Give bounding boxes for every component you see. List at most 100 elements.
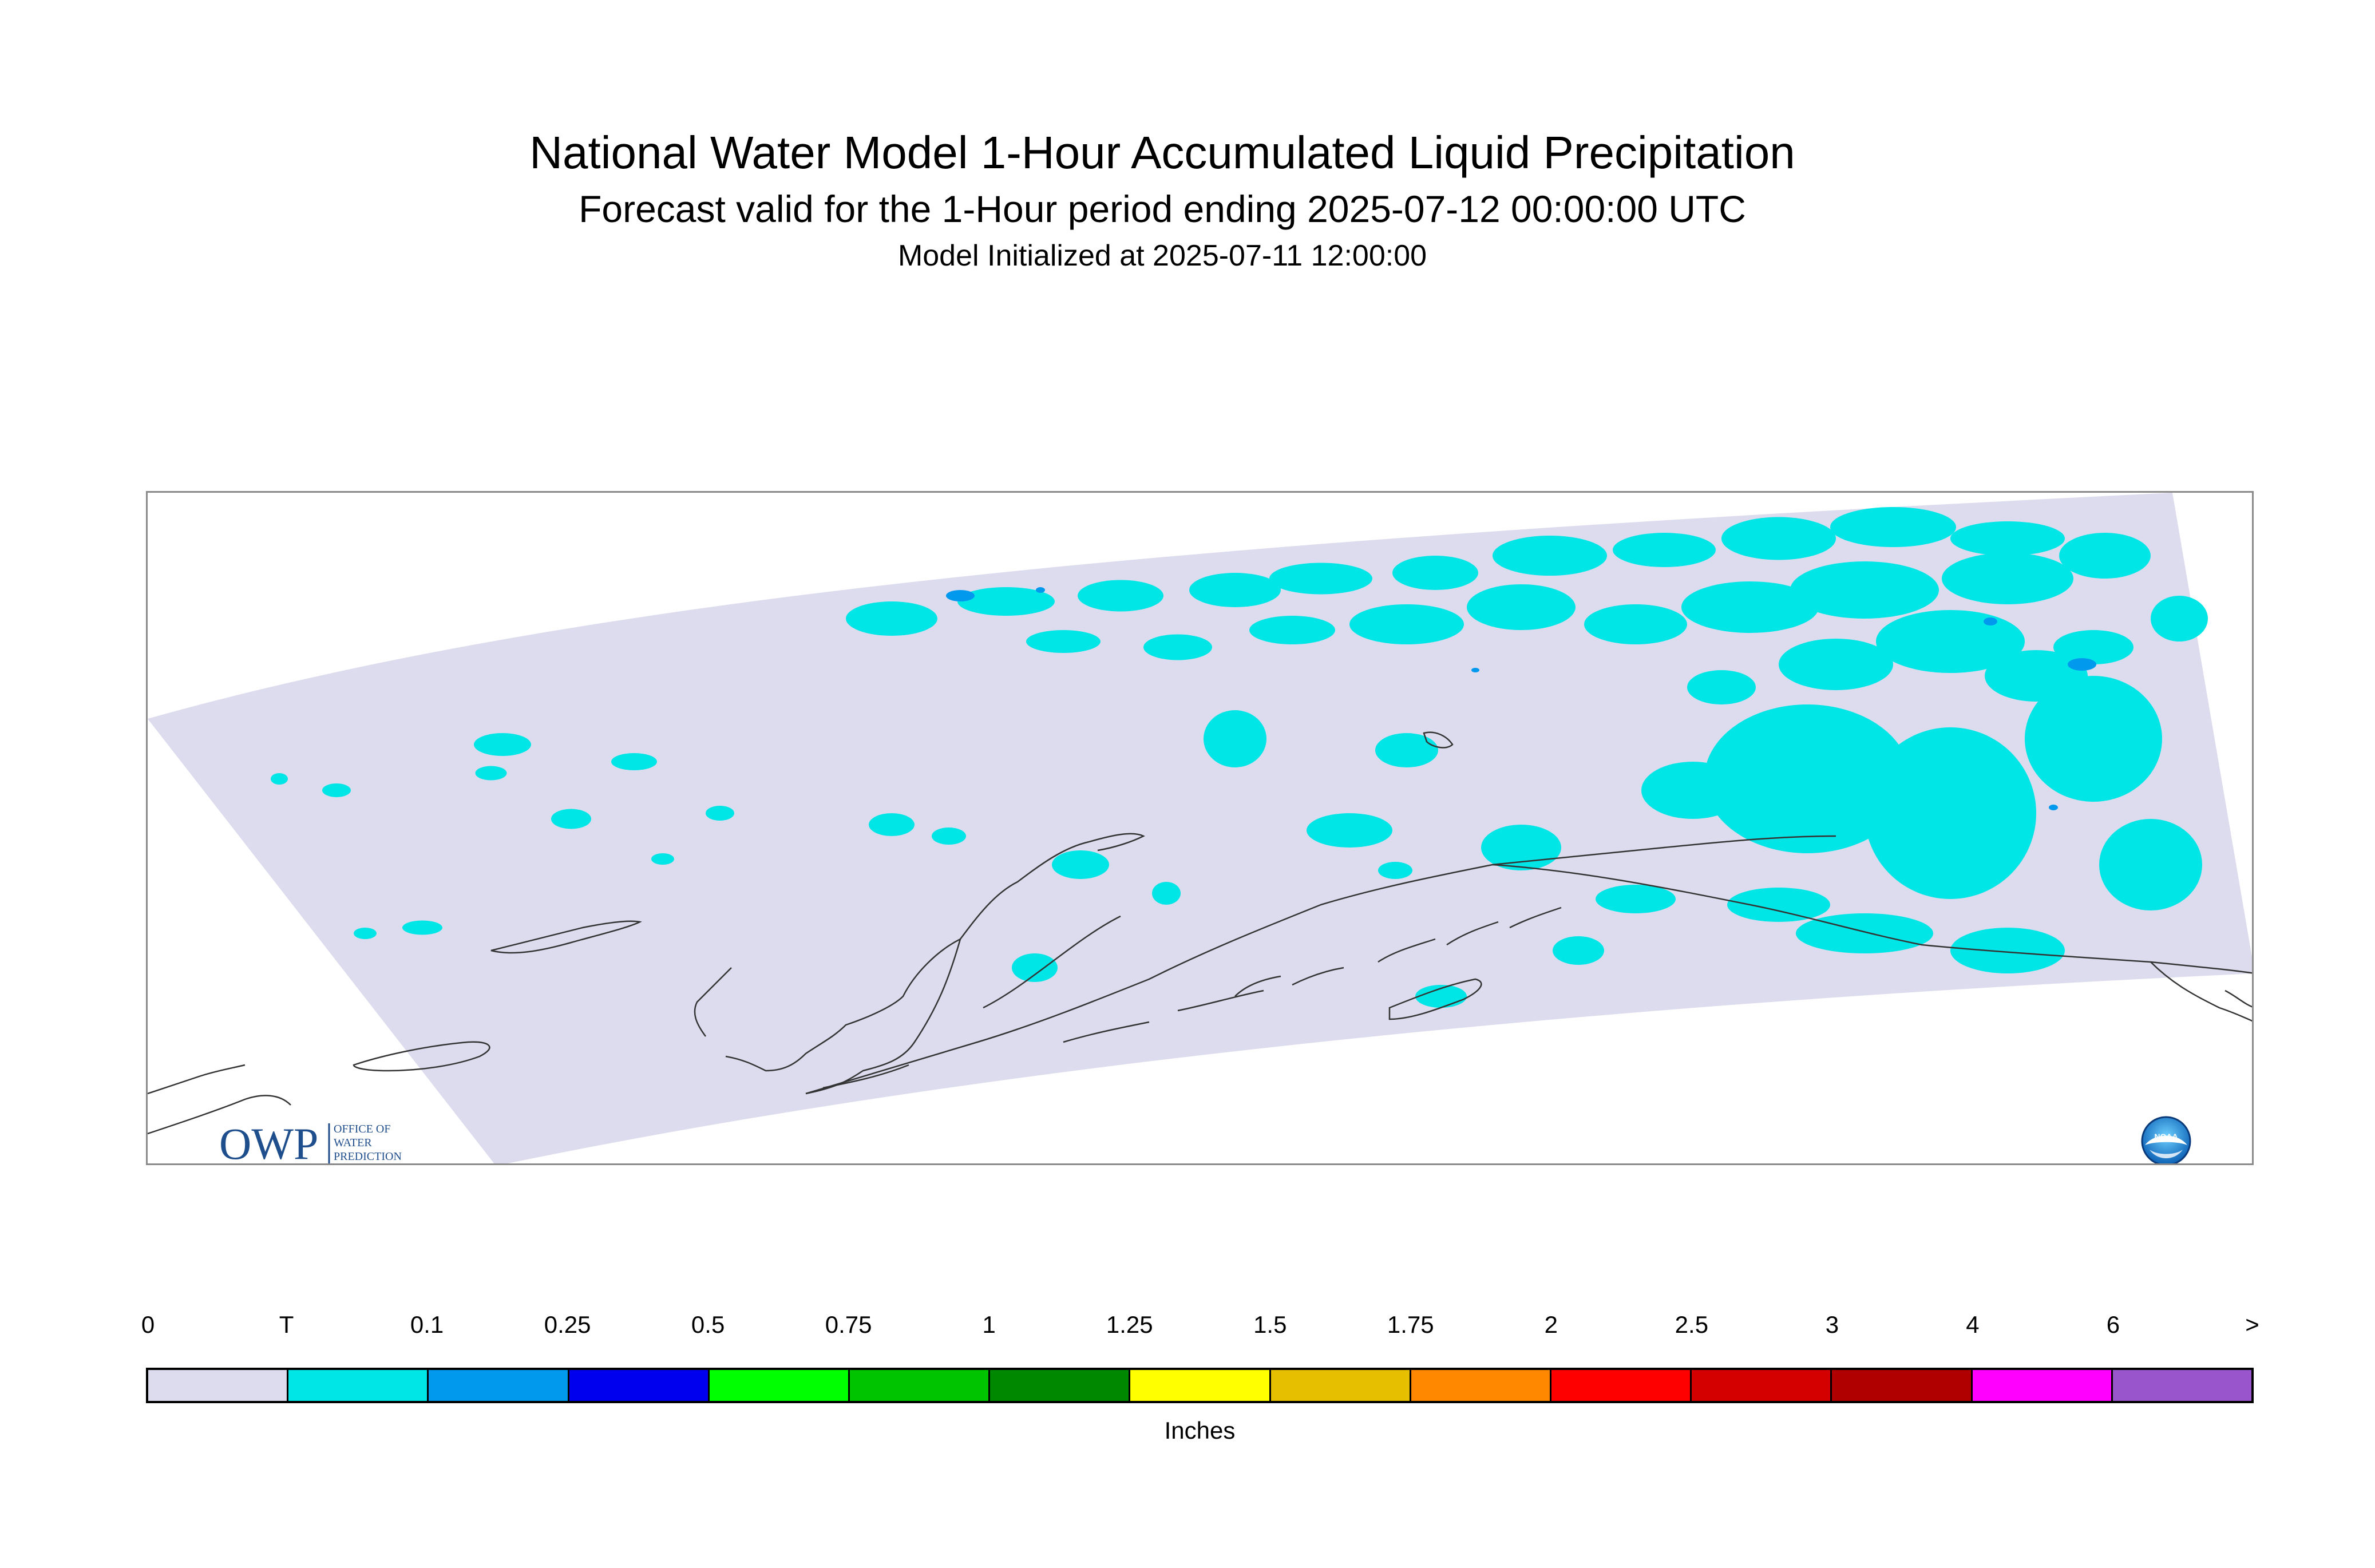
light-precip-spot [1984, 617, 1997, 625]
trace-precip-patch [1378, 862, 1412, 879]
trace-precip-patch [1307, 813, 1392, 848]
legend-label: > [2245, 1311, 2259, 1338]
trace-precip-patch [1152, 882, 1181, 905]
trace-precip-patch [1392, 556, 1478, 590]
trace-precip-patch [551, 809, 591, 829]
alaska-peninsula [805, 835, 1836, 1095]
trace-precip-patch [869, 813, 915, 836]
legend-swatch [2112, 1370, 2252, 1401]
forecast-valid-text: Forecast valid for the 1-Hour period end… [579, 188, 1746, 230]
map-panel: OWP OFFICE OF WATER PREDICTION NOAA [146, 491, 2254, 1165]
light-precip-spot [2068, 658, 2096, 671]
trace-precip-patch [1942, 553, 2073, 604]
coastlines [148, 731, 2252, 1135]
legend-label: 0.5 [691, 1311, 725, 1338]
legend-label: 0.1 [410, 1311, 444, 1338]
trace-precip-patch [2059, 533, 2151, 579]
legend-label: 2 [1544, 1311, 1558, 1338]
map-title: National Water Model 1-Hour Accumulated … [529, 127, 1795, 178]
trace-precip-patch [1865, 727, 2036, 899]
legend-swatch [1411, 1370, 1552, 1401]
trace-precip-patch [932, 827, 966, 845]
legend-label: 1 [982, 1311, 996, 1338]
trace-precip-patch [2099, 819, 2202, 910]
trace-precip-patch [322, 783, 351, 797]
color-legend: 0 T 0.1 0.25 0.5 0.75 1 1.25 1.5 1.75 2 2.5 3 4 6 > Inc… [141, 1310, 2259, 1448]
light-precip-spot [2049, 805, 2058, 810]
northern-bc-coast [2224, 989, 2252, 1008]
st-lawrence-island [490, 920, 642, 954]
alaska-coastline [725, 841, 1090, 1072]
trace-precip-patch [1415, 985, 1467, 1008]
trace-precip-patch [1704, 704, 1910, 853]
owp-logo-line2: WATER [334, 1137, 372, 1149]
legend-swatch [1832, 1370, 1973, 1401]
trace-precip-patch [1204, 710, 1266, 767]
trace-precip-patch [1721, 517, 1836, 560]
trace-precip-patch [1481, 825, 1561, 870]
trace-precip-patches [271, 507, 2208, 1008]
owp-logo-line3: PREDICTION [334, 1150, 402, 1163]
model-domain-area [148, 493, 2252, 1163]
legend-label: 0.75 [825, 1311, 872, 1338]
legend-colorbar [146, 1368, 2254, 1403]
legend-swatch [1130, 1370, 1271, 1401]
precip-map [148, 493, 2252, 1163]
nunivak-island [353, 1041, 490, 1072]
trace-precip-patch [1596, 885, 1676, 913]
trace-precip-patch [651, 853, 674, 865]
trace-precip-patch [1985, 650, 2088, 702]
legend-swatch [148, 1370, 289, 1401]
noaa-logo-text: NOAA [2154, 1132, 2178, 1141]
trace-precip-patch [1687, 670, 1756, 704]
legend-swatch [1972, 1370, 2113, 1401]
western-coast-left [148, 1095, 291, 1135]
trace-precip-patch [1681, 581, 1819, 633]
norton-sound-coast [1088, 833, 1145, 852]
trace-precip-patch [354, 928, 377, 939]
trace-precip-patch [1830, 507, 1956, 547]
owp-logo-icon: OWP OFFICE OF WATER PREDICTION [219, 1119, 402, 1163]
legend-label: 3 [1825, 1311, 1839, 1338]
chukotka-coast [148, 1064, 246, 1095]
model-initialized-text: Model Initialized at 2025-07-11 12:00:00 [897, 239, 1427, 272]
trace-precip-patch [1052, 850, 1109, 879]
trace-precip-patch [1493, 536, 1607, 576]
trace-precip-patch [474, 733, 531, 756]
trace-precip-patch [402, 920, 442, 935]
legend-swatch [429, 1370, 569, 1401]
legend-label: 1.5 [1253, 1311, 1287, 1338]
kuskokwim-coast [694, 967, 732, 1037]
legend-swatch [569, 1370, 710, 1401]
southern-coast-detail [822, 989, 1264, 1089]
legend-swatch [850, 1370, 991, 1401]
trace-precip-patch [1269, 563, 1372, 595]
trace-precip-patch [1790, 561, 1939, 619]
trace-precip-patch [271, 773, 288, 785]
trace-precip-patch [957, 587, 1055, 616]
trace-precip-patch [1012, 953, 1058, 982]
aleutian-chain [1234, 906, 1562, 997]
legend-label: 6 [2106, 1311, 2120, 1338]
trace-precip-patch [1950, 928, 2065, 973]
trace-precip-patch [1876, 610, 2025, 673]
kodiak-island [1388, 978, 1482, 1020]
yukon-river [983, 915, 1121, 1009]
trace-precip-patch [1078, 580, 1163, 612]
legend-label: 0 [141, 1311, 155, 1338]
trace-precip-patch [1779, 639, 1893, 690]
legend-label: 1.25 [1106, 1311, 1153, 1338]
legend-label: 0.25 [544, 1311, 591, 1338]
trace-precip-patch [611, 753, 657, 770]
light-precip-spot [946, 590, 975, 601]
trace-precip-patch [706, 806, 734, 821]
legend-swatch [1551, 1370, 1692, 1401]
legend-swatch [1692, 1370, 1832, 1401]
noaa-seal-icon: NOAA [2141, 1116, 2191, 1163]
legend-label: T [279, 1311, 294, 1338]
trace-precip-patch [1553, 936, 1604, 965]
legend-swatch [990, 1370, 1131, 1401]
legend-swatch [709, 1370, 850, 1401]
southeast-coast [2150, 961, 2252, 1022]
legend-swatch [1270, 1370, 1411, 1401]
